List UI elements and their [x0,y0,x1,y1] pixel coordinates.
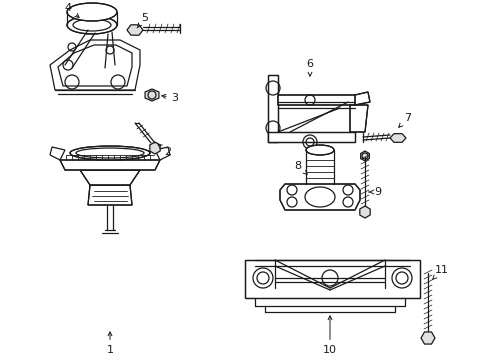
Polygon shape [244,260,419,298]
Polygon shape [354,92,369,105]
Ellipse shape [70,146,150,160]
Ellipse shape [305,145,333,155]
Text: 6: 6 [306,59,313,76]
Text: 5: 5 [137,13,148,28]
Text: 9: 9 [368,187,381,197]
Polygon shape [80,170,140,185]
Polygon shape [88,185,132,205]
Polygon shape [280,184,359,210]
Polygon shape [420,332,434,344]
Polygon shape [149,142,160,154]
Text: 2: 2 [158,144,171,157]
Polygon shape [349,105,367,132]
Polygon shape [389,134,405,142]
Polygon shape [359,206,369,218]
Text: 10: 10 [323,316,336,355]
Polygon shape [127,25,142,35]
Polygon shape [267,75,278,142]
Text: 4: 4 [64,3,79,18]
Polygon shape [60,160,160,170]
Polygon shape [278,95,359,105]
Text: 3: 3 [162,93,178,103]
Ellipse shape [67,3,117,21]
Polygon shape [145,89,159,101]
Polygon shape [360,151,368,161]
Polygon shape [267,132,354,142]
Text: 7: 7 [398,113,411,127]
Ellipse shape [67,16,117,34]
Text: 8: 8 [294,161,306,174]
Text: 11: 11 [431,265,448,280]
Text: 1: 1 [106,332,113,355]
